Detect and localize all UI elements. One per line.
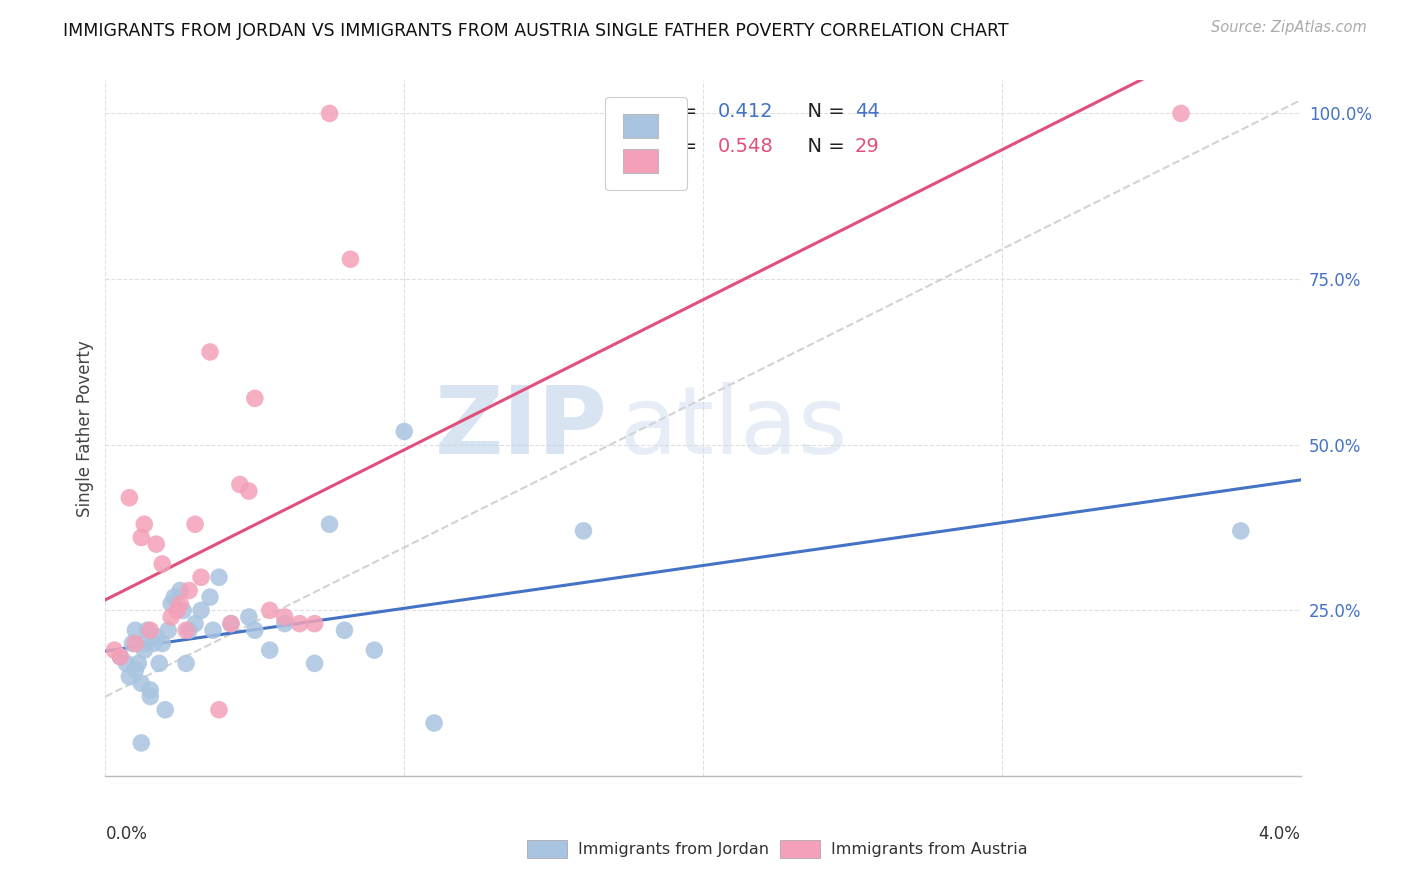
Point xyxy=(124,663,146,677)
Text: R =: R = xyxy=(661,136,703,156)
Point xyxy=(259,643,281,657)
Point xyxy=(208,703,231,717)
Point xyxy=(145,630,167,644)
Point xyxy=(103,643,125,657)
Point xyxy=(139,690,162,704)
Point xyxy=(1170,106,1192,120)
Point xyxy=(124,636,146,650)
Point xyxy=(423,716,446,731)
Text: Source: ZipAtlas.com: Source: ZipAtlas.com xyxy=(1211,20,1367,35)
Point xyxy=(163,590,186,604)
Text: 44: 44 xyxy=(855,102,880,121)
Text: Immigrants from Jordan: Immigrants from Jordan xyxy=(578,842,769,856)
Point xyxy=(160,597,183,611)
Point xyxy=(572,524,595,538)
Point xyxy=(198,590,221,604)
Point xyxy=(166,603,188,617)
Point xyxy=(124,624,146,638)
Point xyxy=(110,649,132,664)
Point xyxy=(184,616,207,631)
Point xyxy=(127,657,149,671)
Text: atlas: atlas xyxy=(619,382,848,475)
Point xyxy=(110,649,132,664)
Point xyxy=(134,636,156,650)
Point xyxy=(304,616,326,631)
Point xyxy=(160,610,183,624)
Point xyxy=(169,597,191,611)
Text: 0.412: 0.412 xyxy=(717,102,773,121)
Point xyxy=(129,531,153,545)
Point xyxy=(179,583,201,598)
Point xyxy=(174,657,197,671)
Point xyxy=(150,557,173,571)
Point xyxy=(134,517,156,532)
Point xyxy=(142,636,165,650)
Point xyxy=(172,603,194,617)
Point xyxy=(333,624,356,638)
Point xyxy=(243,624,266,638)
Point xyxy=(229,477,252,491)
Point xyxy=(118,670,141,684)
Point xyxy=(190,603,212,617)
Point xyxy=(198,345,221,359)
Y-axis label: Single Father Poverty: Single Father Poverty xyxy=(76,340,94,516)
Text: 0.548: 0.548 xyxy=(717,136,773,156)
Point xyxy=(363,643,385,657)
Point xyxy=(238,610,260,624)
Point xyxy=(174,624,197,638)
Point xyxy=(145,537,167,551)
Text: Immigrants from Austria: Immigrants from Austria xyxy=(831,842,1028,856)
Point xyxy=(136,624,159,638)
Point xyxy=(129,736,153,750)
Point xyxy=(274,610,297,624)
Point xyxy=(148,657,170,671)
Point xyxy=(202,624,225,638)
Text: R =: R = xyxy=(661,102,703,121)
Text: IMMIGRANTS FROM JORDAN VS IMMIGRANTS FROM AUSTRIA SINGLE FATHER POVERTY CORRELAT: IMMIGRANTS FROM JORDAN VS IMMIGRANTS FRO… xyxy=(63,22,1010,40)
Text: ZIP: ZIP xyxy=(434,382,607,475)
Point xyxy=(129,676,153,690)
Point xyxy=(115,657,138,671)
Point xyxy=(139,682,162,697)
Point xyxy=(219,616,242,631)
Point xyxy=(179,624,201,638)
Text: 4.0%: 4.0% xyxy=(1258,825,1301,843)
Point xyxy=(304,657,326,671)
Point xyxy=(394,425,416,439)
Point xyxy=(219,616,242,631)
Point xyxy=(169,583,191,598)
Point xyxy=(155,703,177,717)
Legend: , : , xyxy=(605,97,686,190)
Text: 0.0%: 0.0% xyxy=(105,825,148,843)
Point xyxy=(243,392,266,406)
Point xyxy=(139,624,162,638)
Text: N =: N = xyxy=(794,102,851,121)
Point xyxy=(190,570,212,584)
Point xyxy=(1229,524,1251,538)
Point xyxy=(259,603,281,617)
Point xyxy=(238,484,260,499)
Point xyxy=(184,517,207,532)
Point xyxy=(339,252,361,267)
Text: 29: 29 xyxy=(855,136,880,156)
Point xyxy=(118,491,141,505)
Point xyxy=(121,636,143,650)
Point xyxy=(150,636,173,650)
Point xyxy=(318,517,340,532)
Text: N =: N = xyxy=(794,136,851,156)
Point xyxy=(274,616,297,631)
Point xyxy=(288,616,311,631)
Point xyxy=(318,106,340,120)
Point xyxy=(134,643,156,657)
Point xyxy=(157,624,180,638)
Point xyxy=(208,570,231,584)
